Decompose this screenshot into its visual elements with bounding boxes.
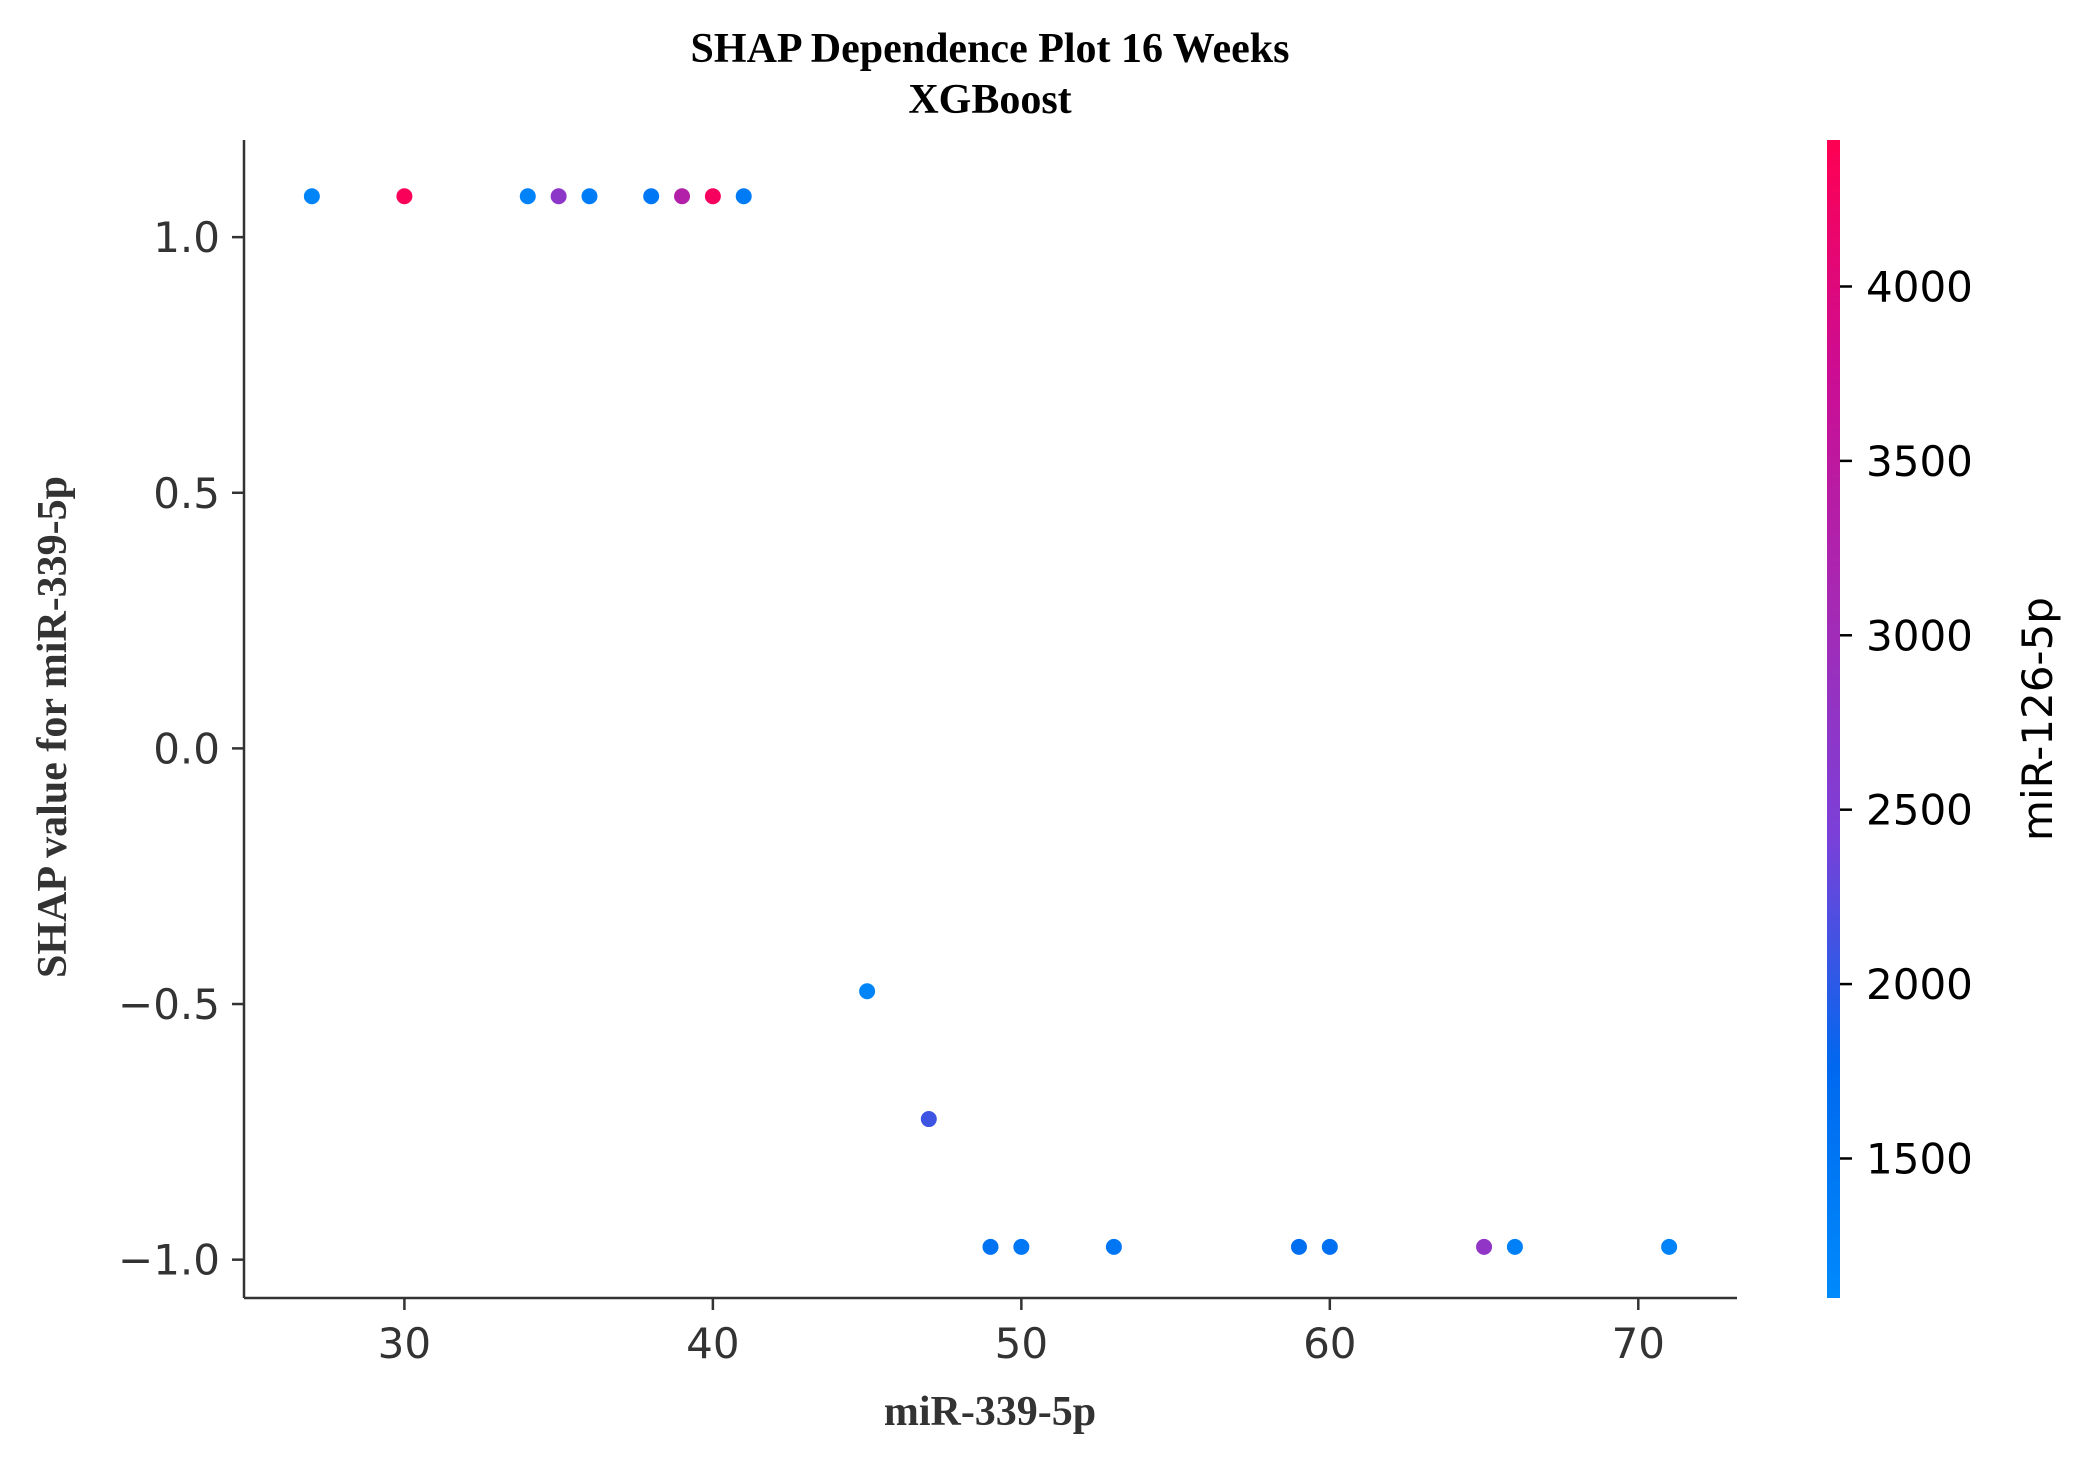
x-tick-label: 60 — [1303, 1319, 1356, 1368]
scatter-point — [920, 1111, 937, 1128]
y-tick-label: 0.0 — [153, 724, 220, 773]
scatter-point — [1476, 1238, 1493, 1255]
y-tick-label: 0.5 — [153, 469, 220, 518]
scatter-point — [1506, 1238, 1523, 1255]
colorbar-tick-label: 2500 — [1866, 786, 1973, 835]
scatter-point — [1661, 1238, 1678, 1255]
y-axis-label: SHAP value for miR-339-5p — [30, 476, 76, 978]
scatter-point — [982, 1238, 999, 1255]
colorbar — [1827, 140, 1840, 1298]
scatter-point — [735, 188, 752, 205]
scatter-point — [1105, 1238, 1122, 1255]
colorbar-tick-label: 1500 — [1866, 1134, 1973, 1183]
colorbar-tick-label: 3000 — [1866, 611, 1973, 660]
chart-title: SHAP Dependence Plot 16 Weeks — [691, 26, 1290, 72]
x-axis-label: miR-339-5p — [884, 1389, 1096, 1435]
colorbar-label: miR-126-5p — [2013, 597, 2062, 841]
y-tick-label: −1.0 — [118, 1236, 220, 1285]
x-tick-label: 40 — [686, 1319, 739, 1368]
scatter-points — [303, 188, 1678, 1255]
scatter-point — [396, 188, 413, 205]
scatter-point — [550, 188, 567, 205]
x-axis-ticks: 30 40 50 60 70 — [378, 1298, 1665, 1368]
colorbar-tick-label: 4000 — [1866, 262, 1973, 311]
colorbar-ticks: 1500 2000 2500 3000 3500 4000 — [1840, 262, 1973, 1183]
scatter-point — [1013, 1238, 1030, 1255]
x-tick-label: 50 — [995, 1319, 1048, 1368]
scatter-point — [674, 188, 691, 205]
x-tick-label: 70 — [1612, 1319, 1665, 1368]
scatter-point — [519, 188, 536, 205]
scatter-point — [704, 188, 721, 205]
x-tick-label: 30 — [378, 1319, 431, 1368]
axes — [242, 140, 1737, 1300]
scatter-point — [581, 188, 598, 205]
scatter-point — [643, 188, 660, 205]
chart-subtitle: XGBoost — [908, 77, 1071, 123]
scatter-point — [1321, 1238, 1338, 1255]
scatter-point — [1290, 1238, 1307, 1255]
y-axis-ticks: 1.0 0.5 0.0 −0.5 −1.0 — [118, 213, 244, 1285]
scatter-point — [859, 983, 876, 1000]
colorbar-tick-label: 3500 — [1866, 437, 1973, 486]
y-tick-label: 1.0 — [153, 213, 220, 262]
colorbar-tick-label: 2000 — [1866, 960, 1973, 1009]
y-tick-label: −0.5 — [118, 980, 220, 1029]
scatter-point — [303, 188, 320, 205]
